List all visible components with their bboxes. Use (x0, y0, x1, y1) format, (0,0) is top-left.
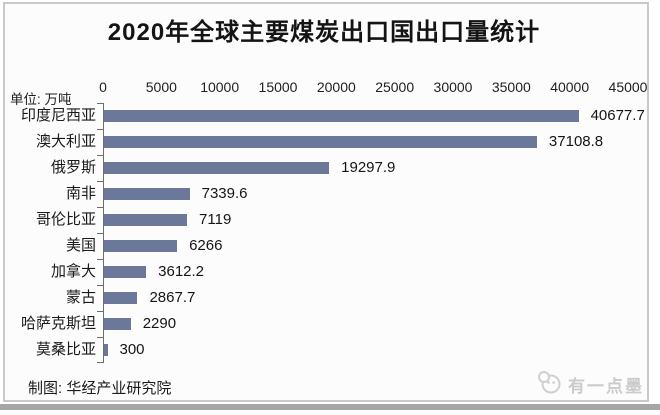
bar (104, 318, 131, 330)
value-label: 40677.7 (590, 107, 645, 124)
y-axis-tick (97, 129, 103, 130)
value-label: 7339.6 (201, 185, 248, 202)
bar (104, 266, 147, 278)
y-axis-tick (97, 337, 103, 338)
y-axis-tick (97, 233, 103, 234)
bar (104, 214, 188, 226)
category-label: 加拿大 (50, 263, 96, 280)
y-axis-tick (97, 259, 103, 260)
bar (104, 240, 178, 252)
y-axis-tick (97, 103, 103, 104)
x-tick-label: 5000 (145, 79, 177, 95)
x-tick-label: 35000 (491, 79, 531, 95)
watermark-text: 有一点墨 (568, 377, 644, 396)
category-label: 南非 (65, 185, 96, 202)
bar (104, 292, 138, 304)
chart-title: 2020年全球主要煤炭出口国出口量统计 (107, 19, 541, 46)
x-tick-label: 20000 (316, 79, 356, 95)
y-axis-tick (97, 207, 103, 208)
category-label: 哥伦比亚 (35, 211, 96, 228)
category-label: 蒙古 (65, 289, 96, 306)
bar (104, 136, 537, 148)
bar (104, 188, 190, 200)
x-tick-label: 30000 (433, 79, 473, 95)
y-axis-tick (97, 155, 103, 156)
bottom-divider (0, 404, 660, 410)
y-axis-tick (97, 181, 103, 182)
chart-frame (3, 2, 649, 402)
bar (104, 162, 330, 174)
x-tick-label: 25000 (375, 79, 415, 95)
y-axis-tick (97, 362, 103, 363)
category-label: 俄罗斯 (50, 159, 96, 176)
value-label: 7119 (199, 211, 232, 228)
category-label: 莫桑比亚 (35, 341, 96, 358)
value-label: 19297.9 (341, 159, 396, 176)
value-label: 300 (119, 341, 145, 358)
bar (104, 110, 579, 122)
category-label: 澳大利亚 (35, 133, 96, 150)
value-label: 2290 (142, 315, 177, 332)
x-tick-label: 10000 (200, 79, 240, 95)
value-label: 6266 (189, 237, 223, 254)
category-label: 哈萨克斯坦 (20, 315, 96, 332)
category-label: 印度尼西亚 (20, 107, 96, 124)
value-label: 37108.8 (548, 133, 604, 150)
bar (104, 344, 108, 356)
value-label: 3612.2 (158, 263, 205, 280)
x-tick-label: 40000 (550, 79, 590, 95)
y-axis-tick (97, 285, 103, 286)
unit-label: 单位: 万吨 (10, 92, 72, 107)
watermark: 有一点墨 (536, 369, 644, 400)
ink-face-logo-icon (536, 369, 562, 400)
credit-label: 制图: 华经产业研究院 (28, 380, 172, 397)
x-tick-label: 45000 (608, 79, 648, 95)
value-label: 2867.7 (149, 289, 196, 306)
plot-area: 40677.7 37108.8 19297.9 7339.6 7119 6266 3612.… (97, 103, 645, 363)
category-axis-labels: 印度尼西亚澳大利亚俄罗斯南非哥伦比亚美国加拿大蒙古哈萨克斯坦莫桑比亚 (0, 103, 96, 363)
x-axis-tick-labels: 0 5000 10000 15000 20000 25000 30000 35000 40000… (99, 79, 647, 97)
x-tick-label: 0 (99, 79, 107, 95)
x-tick-label: 15000 (258, 79, 298, 95)
y-axis-tick (97, 311, 103, 312)
category-label: 美国 (65, 237, 96, 254)
